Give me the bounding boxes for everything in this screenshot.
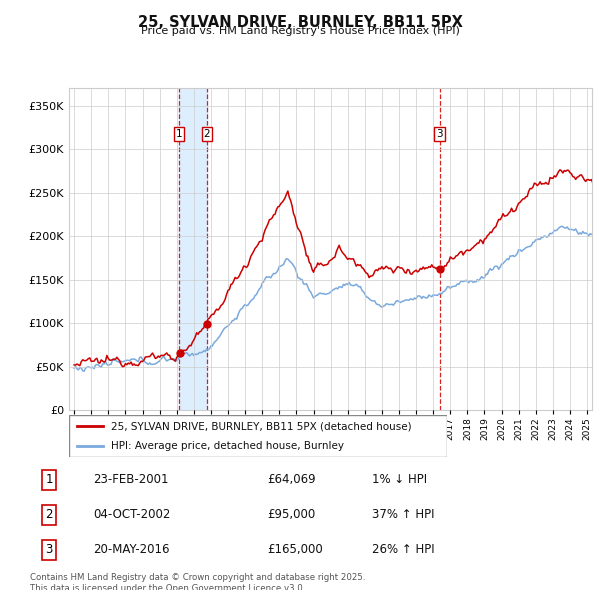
Text: 25, SYLVAN DRIVE, BURNLEY, BB11 5PX: 25, SYLVAN DRIVE, BURNLEY, BB11 5PX xyxy=(137,15,463,30)
Text: Contains HM Land Registry data © Crown copyright and database right 2025.
This d: Contains HM Land Registry data © Crown c… xyxy=(30,573,365,590)
Text: 26% ↑ HPI: 26% ↑ HPI xyxy=(372,543,435,556)
Text: 1: 1 xyxy=(46,473,53,486)
Bar xyxy=(179,88,207,410)
Text: £165,000: £165,000 xyxy=(268,543,323,556)
Text: Price paid vs. HM Land Registry's House Price Index (HPI): Price paid vs. HM Land Registry's House … xyxy=(140,26,460,36)
FancyBboxPatch shape xyxy=(69,415,447,457)
Text: £64,069: £64,069 xyxy=(268,473,316,486)
Text: 20-MAY-2016: 20-MAY-2016 xyxy=(94,543,170,556)
Text: £95,000: £95,000 xyxy=(268,508,316,522)
Text: 1: 1 xyxy=(176,129,182,139)
Text: 23-FEB-2001: 23-FEB-2001 xyxy=(94,473,169,486)
Text: 2: 2 xyxy=(203,129,210,139)
Text: 04-OCT-2002: 04-OCT-2002 xyxy=(94,508,171,522)
Text: 3: 3 xyxy=(46,543,53,556)
Text: 25, SYLVAN DRIVE, BURNLEY, BB11 5PX (detached house): 25, SYLVAN DRIVE, BURNLEY, BB11 5PX (det… xyxy=(110,421,411,431)
Text: 1% ↓ HPI: 1% ↓ HPI xyxy=(372,473,427,486)
Text: 37% ↑ HPI: 37% ↑ HPI xyxy=(372,508,435,522)
Text: 2: 2 xyxy=(46,508,53,522)
Text: 3: 3 xyxy=(436,129,443,139)
Text: HPI: Average price, detached house, Burnley: HPI: Average price, detached house, Burn… xyxy=(110,441,344,451)
